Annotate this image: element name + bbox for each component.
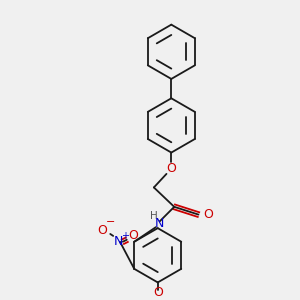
Text: N: N: [155, 217, 164, 230]
Text: H: H: [150, 211, 158, 220]
Text: O: O: [203, 208, 213, 221]
Text: N: N: [113, 235, 123, 248]
Text: O: O: [153, 286, 163, 298]
Text: −: −: [106, 217, 115, 227]
Text: O: O: [167, 162, 176, 175]
Text: +: +: [121, 231, 129, 241]
Text: O: O: [98, 224, 107, 237]
Text: O: O: [129, 230, 139, 242]
